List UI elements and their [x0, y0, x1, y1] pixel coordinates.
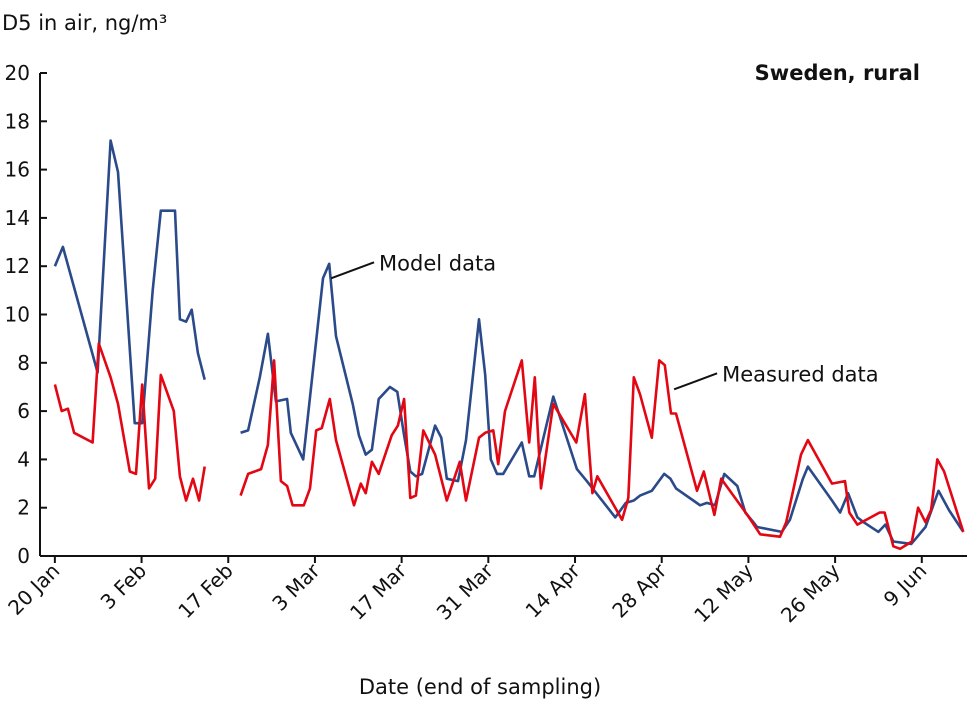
model-data-line	[53, 139, 206, 425]
x-axis-label: Date (end of sampling)	[359, 675, 601, 699]
x-tick-label: 14 Apr	[521, 558, 585, 622]
y-tick-label: 4	[17, 447, 30, 471]
y-tick-label: 0	[17, 544, 30, 568]
measured-data-line	[53, 342, 206, 502]
y-tick-label: 12	[5, 254, 30, 278]
x-tick-label: 12 May	[689, 558, 758, 627]
chart-title: Sweden, rural	[755, 61, 920, 85]
y-tick-label: 6	[17, 399, 30, 423]
model-data-line	[240, 262, 965, 546]
y-tick-label: 8	[17, 351, 30, 375]
x-tick-label: 28 Apr	[607, 558, 671, 622]
x-tick-label: 17 Mar	[345, 558, 412, 625]
y-tick-label: 2	[17, 496, 30, 520]
x-tick-label: 3 Mar	[267, 558, 325, 616]
annotation-leader-line	[330, 261, 375, 280]
x-tick-label: 17 Feb	[173, 559, 238, 624]
x-tick-label: 3 Feb	[96, 559, 152, 615]
x-tick-label: 26 May	[776, 558, 845, 627]
y-axis-label: D5 in air, ng/m³	[2, 11, 167, 35]
x-tick-label: 9 Jun	[879, 559, 932, 612]
y-tick-label: 18	[5, 109, 30, 133]
y-tick-label: 10	[5, 303, 30, 327]
annotation-label: Measured data	[722, 362, 879, 386]
y-tick-label: 14	[5, 206, 30, 230]
annotation-leader-line	[673, 372, 718, 391]
x-tick-label: 20 Jan	[3, 559, 64, 620]
y-tick-label: 20	[5, 61, 30, 85]
measured-data-line	[239, 359, 965, 551]
x-tick-label: 31 Mar	[432, 558, 499, 625]
annotation-label: Model data	[379, 251, 496, 275]
y-tick-label: 16	[5, 158, 30, 182]
